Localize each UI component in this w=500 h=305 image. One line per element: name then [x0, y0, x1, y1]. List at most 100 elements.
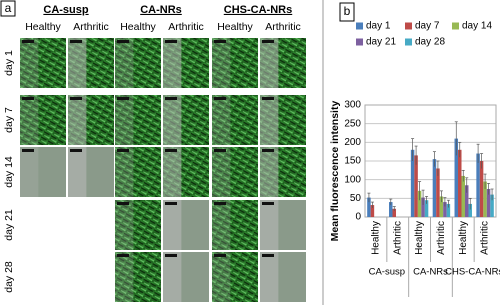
- scale-bar: [70, 97, 82, 100]
- column-subheader: Healthy: [217, 21, 253, 33]
- micrograph-overlay: [212, 147, 231, 197]
- bar: [414, 155, 418, 217]
- micrograph-overlay: [163, 95, 182, 145]
- y-tick-label: 150: [344, 156, 361, 167]
- micrograph-overlay: [115, 252, 134, 302]
- scale-bar: [262, 254, 274, 257]
- bar: [454, 138, 459, 217]
- micrograph-overlay: [115, 200, 134, 250]
- micrograph: [115, 38, 161, 88]
- scale-bar: [165, 202, 177, 205]
- y-tick-label: 300: [344, 100, 361, 111]
- scale-bar: [22, 149, 34, 152]
- legend-swatch: [356, 22, 363, 30]
- scale-bar: [117, 97, 129, 100]
- micrograph-overlay: [115, 95, 134, 145]
- x-tick-label: Arthritic: [480, 221, 491, 255]
- micrograph: [115, 95, 161, 145]
- micrograph: [212, 200, 258, 250]
- micrograph: [20, 95, 66, 145]
- bar: [439, 196, 444, 217]
- legend-swatch: [452, 22, 459, 30]
- scale-bar: [22, 97, 34, 100]
- y-tick-label: 0: [355, 212, 361, 223]
- scale-bar: [262, 149, 274, 152]
- scale-bar: [214, 149, 226, 152]
- micrograph: [212, 95, 258, 145]
- panel-label: b: [344, 4, 351, 18]
- bar: [421, 197, 425, 217]
- row-label: day 1: [3, 50, 15, 76]
- legend-swatch: [356, 38, 363, 46]
- micrograph-overlay: [212, 38, 231, 88]
- bar: [464, 185, 469, 217]
- micrograph-overlay: [212, 95, 231, 145]
- micrograph-overlay: [20, 95, 39, 145]
- column-header: CHS-CA-NRs: [224, 4, 292, 16]
- micrograph-overlay: [163, 252, 182, 302]
- legend-swatch: [405, 38, 412, 46]
- y-tick-label: 250: [344, 118, 361, 129]
- y-tick-label: 100: [344, 174, 361, 185]
- group-label: CA-susp: [369, 267, 405, 278]
- scale-bar: [70, 149, 82, 152]
- micrograph-overlay: [212, 252, 231, 302]
- micrograph: [212, 147, 258, 197]
- bar: [458, 149, 462, 217]
- micrograph-overlay: [260, 252, 279, 302]
- legend-label: day 7: [415, 21, 440, 32]
- bar: [370, 205, 375, 217]
- bar: [476, 153, 480, 217]
- bar: [468, 203, 472, 217]
- micrograph-overlay: [212, 200, 231, 250]
- x-tick-label: Arthritic: [436, 221, 447, 255]
- panel-label-box: [339, 2, 355, 22]
- column-header: CA-NRs: [140, 4, 182, 16]
- bar: [417, 190, 422, 217]
- legend-label: day 14: [462, 21, 492, 32]
- micrograph-overlay: [163, 147, 182, 197]
- group-label: CA-NRs: [413, 267, 448, 278]
- row-label: day 14: [3, 156, 15, 188]
- micrograph: [20, 147, 66, 197]
- bar: [443, 202, 447, 217]
- column-subheader: Arthritic: [265, 21, 301, 33]
- y-tick-label: 50: [350, 193, 362, 204]
- scale-bar: [22, 40, 34, 43]
- micrograph-overlay: [260, 38, 279, 88]
- x-tick-label: Healthy: [458, 221, 469, 255]
- micrograph-overlay: [260, 200, 279, 250]
- row-label: day 7: [3, 107, 15, 133]
- bar: [446, 203, 451, 217]
- bar: [392, 208, 397, 217]
- row-label: day 28: [3, 261, 15, 293]
- panel-label-box: [0, 0, 16, 17]
- bar: [432, 159, 437, 217]
- bar: [479, 161, 484, 217]
- row-label: day 21: [3, 209, 15, 241]
- micrograph-overlay: [163, 200, 182, 250]
- scale-bar: [214, 40, 226, 43]
- legend-swatch: [405, 22, 412, 30]
- bar: [483, 181, 487, 217]
- micrograph: [212, 252, 258, 302]
- scale-bar: [165, 40, 177, 43]
- micrograph-overlay: [260, 147, 279, 197]
- bar: [461, 175, 465, 217]
- panel-label: a: [5, 1, 12, 15]
- y-axis-label: Mean fluorescence intensity: [329, 101, 341, 242]
- x-tick-label: Healthy: [414, 221, 425, 255]
- column-subheader: Healthy: [120, 21, 156, 33]
- x-tick-label: Arthritic: [392, 221, 403, 255]
- micrograph: [212, 38, 258, 88]
- micrograph-overlay: [115, 147, 134, 197]
- scale-bar: [214, 254, 226, 257]
- micrograph-overlay: [20, 38, 39, 88]
- micrograph-overlay: [260, 95, 279, 145]
- micrograph-overlay: [68, 38, 87, 88]
- micrograph: [115, 200, 161, 250]
- legend-label: day 28: [415, 37, 445, 48]
- scale-bar: [165, 254, 177, 257]
- micrograph: [20, 38, 66, 88]
